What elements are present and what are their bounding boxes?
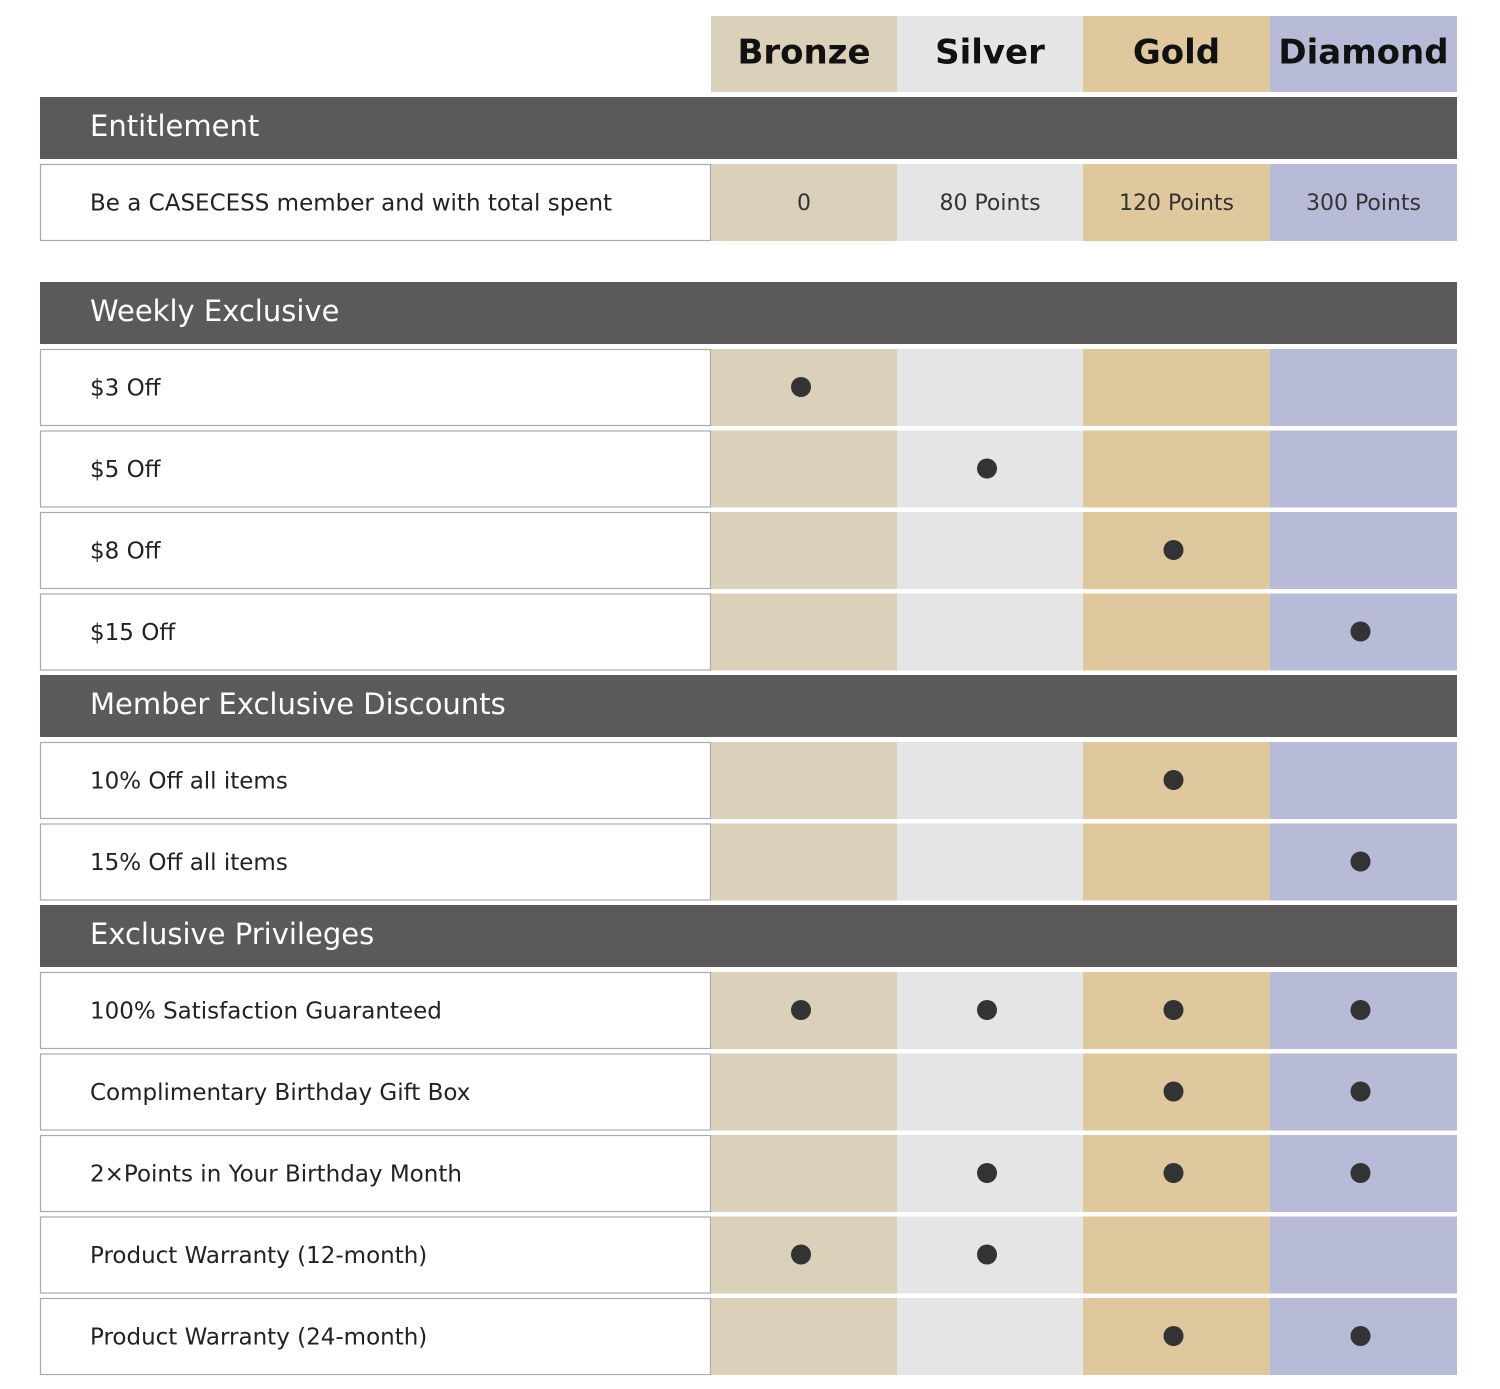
row-label: 2×Points in Your Birthday Month [90,1162,462,1188]
included-dot [1351,852,1371,872]
included-dot [791,1245,811,1265]
tier-value: 300 Points [1306,191,1421,216]
row-label: Product Warranty (12-month) [90,1243,427,1269]
tier-name: Diamond [1278,33,1448,73]
included-dot [977,1000,997,1020]
tier-cell [1083,431,1270,508]
tier-cell [711,1135,897,1212]
included-dot [977,459,997,479]
tier-cell [897,742,1083,819]
included-dot [1164,1326,1184,1346]
included-dot [1164,540,1184,560]
section-title: Weekly Exclusive [90,294,339,328]
row-label: 100% Satisfaction Guaranteed [90,999,442,1025]
included-dot [1351,1082,1371,1102]
tier-value: 80 Points [939,191,1040,216]
tier-cell [711,431,897,508]
row-label: $15 Off [90,620,176,646]
row-label: Be a CASECESS member and with total spen… [90,191,612,217]
included-dot [1164,770,1184,790]
tier-cell [897,824,1083,901]
tier-cell [711,1054,897,1131]
row-label: Product Warranty (24-month) [90,1325,427,1351]
tier-value: 0 [797,191,811,216]
section-title: Member Exclusive Discounts [90,687,506,721]
tier-name: Silver [935,33,1045,73]
tier-cell [1083,1217,1270,1294]
included-dot [1351,1163,1371,1183]
tier-name: Bronze [737,33,870,73]
included-dot [1164,1082,1184,1102]
row-label: 10% Off all items [90,769,288,795]
included-dot [977,1245,997,1265]
tier-cell [1270,431,1457,508]
included-dot [791,1000,811,1020]
tier-cell [711,512,897,589]
section-title: Exclusive Privileges [90,917,374,951]
tier-cell [1270,349,1457,426]
tier-cell [711,824,897,901]
tier-cell [897,1054,1083,1131]
included-dot [791,377,811,397]
row-label: $5 Off [90,457,162,483]
tier-cell [1270,742,1457,819]
included-dot [977,1163,997,1183]
tier-cell [1270,512,1457,589]
included-dot [1164,1163,1184,1183]
included-dot [1351,1326,1371,1346]
tier-cell [897,594,1083,671]
row-label: Complimentary Birthday Gift Box [90,1080,470,1106]
tier-cell [1083,349,1270,426]
row-label: 15% Off all items [90,850,288,876]
tier-cell [711,1298,897,1375]
tier-cell [1270,1217,1457,1294]
tier-cell [711,742,897,819]
tier-cell [1083,594,1270,671]
section-title: Entitlement [90,109,259,143]
included-dot [1164,1000,1184,1020]
row-label: $3 Off [90,376,162,402]
tier-cell [897,1298,1083,1375]
tier-cell [897,349,1083,426]
tier-cell [1083,824,1270,901]
tier-cell [711,594,897,671]
tier-name: Gold [1133,33,1220,73]
tier-cell [897,512,1083,589]
row-label: $8 Off [90,539,162,565]
included-dot [1351,622,1371,642]
tier-value: 120 Points [1119,191,1234,216]
included-dot [1351,1000,1371,1020]
